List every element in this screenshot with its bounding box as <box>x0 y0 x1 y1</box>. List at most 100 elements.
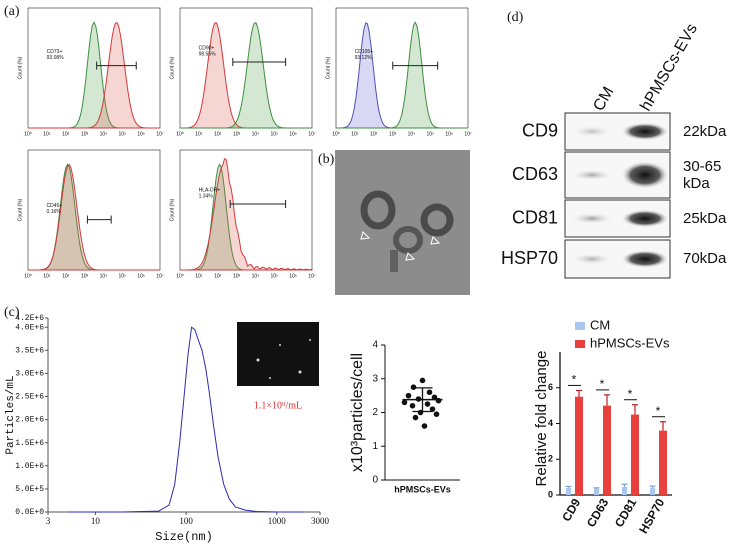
histogram-curve <box>28 21 160 129</box>
data-point <box>424 401 431 407</box>
data-point <box>412 414 419 421</box>
error-bar <box>649 485 656 488</box>
y-tick-label: 2 <box>372 407 378 418</box>
panel-label: (c) <box>4 305 20 320</box>
histogram-x-tick: 10³ <box>233 131 241 137</box>
histogram-x-tick: 10¹ <box>195 273 203 279</box>
y-tick-label: 1.5E+6 <box>15 439 44 448</box>
histogram-x-tick: 10⁵ <box>426 131 434 137</box>
histogram-x-tick: 10⁰ <box>176 273 184 279</box>
y-tick-label: 4.0E+6 <box>15 323 44 332</box>
gate-marker: CD105+ <box>355 49 374 55</box>
blot-band <box>621 122 669 141</box>
y-tick-label: 0.0E+0 <box>15 508 44 517</box>
x-tick-label: hPMSCs-EVs <box>394 484 451 494</box>
blot-protein: CD81 <box>512 207 558 227</box>
data-point <box>433 411 440 417</box>
gate-percent: 93.08% <box>47 55 65 61</box>
histogram-x-tick: 10⁵ <box>270 273 278 279</box>
blot-band <box>570 212 614 225</box>
y-tick-label: 1 <box>372 441 378 452</box>
y-tick-label: 2 <box>548 454 553 464</box>
blot-protein: CD9 <box>522 120 558 140</box>
y-tick-label: 3 <box>372 373 378 384</box>
blot-size: 22kDa <box>683 122 727 140</box>
y-axis-label: Relative fold change <box>533 351 550 487</box>
data-point <box>405 392 412 399</box>
legend-label: CM <box>590 317 610 332</box>
histogram-x-tick: 10² <box>370 131 378 137</box>
histogram-x-tick: 10⁴ <box>408 131 416 137</box>
histogram-x-tick: 10³ <box>81 131 89 137</box>
data-point <box>435 397 442 404</box>
histogram-y-label: Count (%) <box>325 56 331 79</box>
panel-label: (b) <box>318 152 335 167</box>
blot-lane: hPMSCs-EVs <box>637 21 701 114</box>
histogram-x-tick: 10³ <box>81 273 89 279</box>
histogram-curve <box>336 21 468 129</box>
y-tick-label: 0 <box>372 475 378 486</box>
significance-label: * <box>600 377 605 391</box>
blot-band <box>621 209 669 228</box>
histogram-x-tick: 10⁵ <box>270 131 278 137</box>
y-tick-label: 3.0E+6 <box>15 370 44 379</box>
histogram-curve <box>28 163 160 271</box>
error-bar <box>565 485 572 488</box>
histogram-curve <box>179 158 313 271</box>
data-point <box>410 384 417 390</box>
histogram-x-tick: 10¹ <box>195 131 203 137</box>
bar <box>566 487 571 495</box>
histogram-curve <box>28 163 160 271</box>
blot-band <box>570 169 614 181</box>
legend-label: hPMSCs-EVs <box>590 335 670 350</box>
data-point <box>409 402 416 409</box>
error-bar <box>604 394 610 406</box>
error-bar <box>593 487 600 489</box>
x-tick-label: CD81 <box>612 496 640 530</box>
histogram-frame <box>179 149 313 271</box>
blot-size: 30-65 kDa <box>683 158 722 192</box>
histogram-y-label: Count (%) <box>169 56 175 79</box>
gate-marker: CD73+ <box>47 49 63 55</box>
histogram-x-tick: 10⁶ <box>445 131 453 137</box>
histogram-x-tick: 10⁶ <box>137 273 145 279</box>
histogram-curve <box>180 22 312 129</box>
histogram-x-tick: 10⁷ <box>464 131 472 137</box>
histogram-x-tick: 10⁴ <box>100 131 108 137</box>
bar <box>603 405 611 495</box>
gate-marker: HLA-DR+ <box>199 187 221 193</box>
bar <box>622 486 627 495</box>
y-tick-label: 4 <box>548 418 553 428</box>
error-bar <box>632 404 638 415</box>
blot-size: 70kDa <box>683 250 727 267</box>
data-point <box>431 394 438 401</box>
histogram-curve <box>28 22 160 129</box>
data-point <box>429 406 436 412</box>
error-bar <box>576 389 582 397</box>
gate-percent: 1.34% <box>199 193 214 199</box>
y-axis-label: Particles/mL <box>5 375 17 454</box>
histogram-y-label: Count (%) <box>17 56 23 79</box>
blot-band <box>570 253 614 265</box>
histogram-x-tick: 10² <box>214 273 222 279</box>
histogram-x-tick: 10³ <box>233 273 241 279</box>
y-tick-label: 3.5E+6 <box>15 346 44 355</box>
blot-lane: CM <box>590 84 617 114</box>
size-distribution-line <box>68 326 305 513</box>
histogram-x-tick: 10⁴ <box>100 273 108 279</box>
histogram-curve <box>180 163 312 271</box>
x-tick-label: CD9 <box>559 496 583 524</box>
blot-band <box>621 161 669 189</box>
y-tick-label: 4 <box>372 340 378 351</box>
y-tick-label: 2.0E+6 <box>15 416 44 425</box>
blot-size: 25kDa <box>683 209 727 227</box>
bar <box>631 414 639 495</box>
y-tick-label: 5.0E+5 <box>15 485 44 494</box>
error-bar <box>621 483 628 487</box>
y-tick-label: 0 <box>548 489 553 499</box>
y-tick-label: 1.0E+6 <box>15 462 44 471</box>
y-tick-label: 2.5E+6 <box>15 393 44 402</box>
histogram-x-tick: 10⁵ <box>118 273 126 279</box>
histogram-x-tick: 10² <box>62 273 70 279</box>
